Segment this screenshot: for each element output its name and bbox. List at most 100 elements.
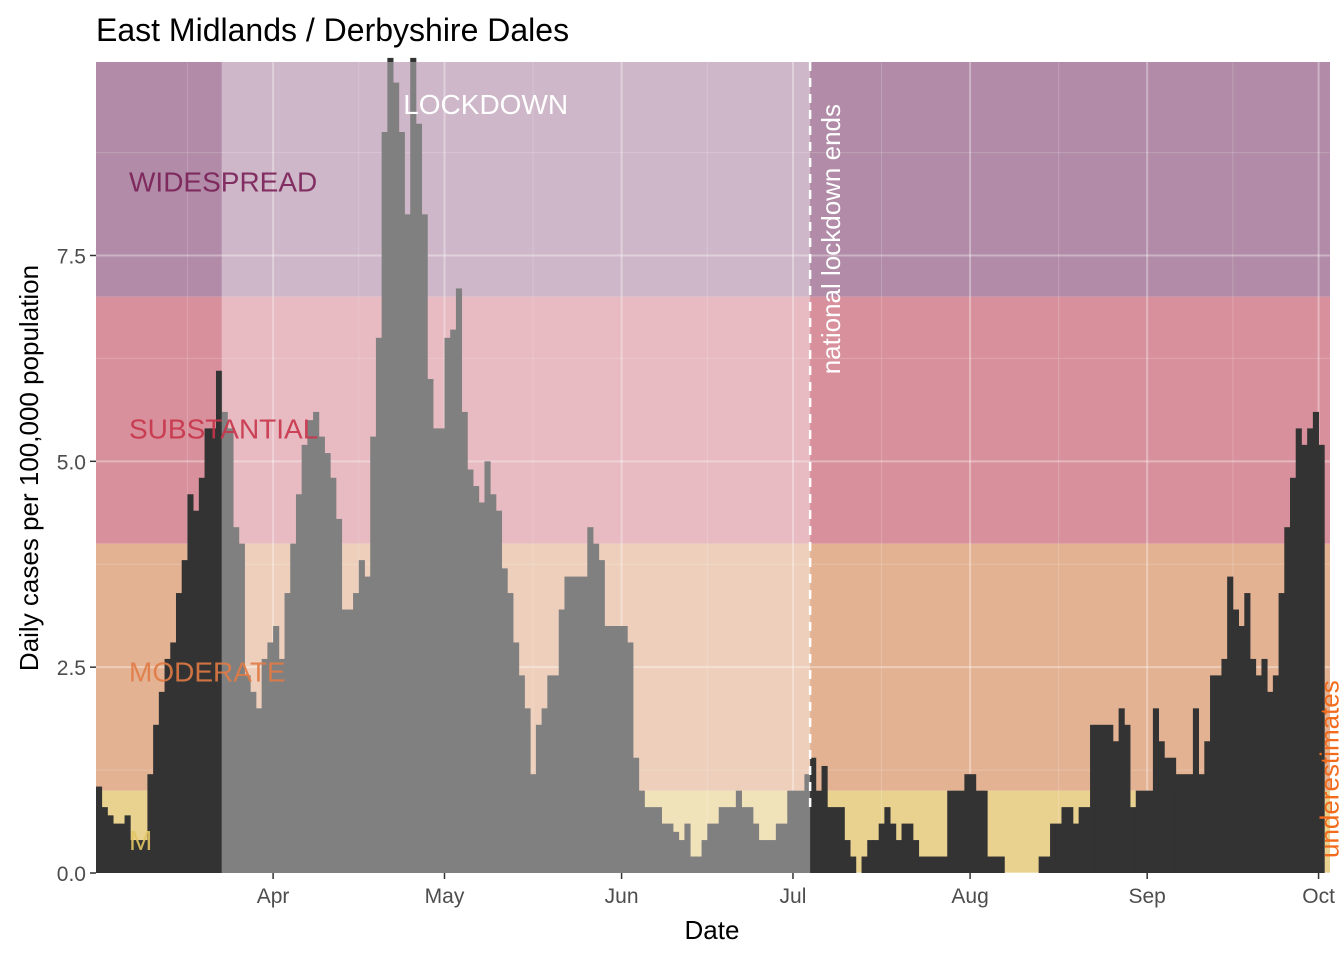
x-tick-label: May	[425, 885, 465, 908]
bar	[375, 337, 383, 873]
bar	[650, 807, 657, 873]
annotations: national lockdown ends underestimates	[808, 62, 1344, 858]
bar	[1038, 856, 1045, 873]
bar	[764, 840, 771, 873]
bar	[735, 790, 742, 873]
bar	[884, 807, 891, 873]
bar	[741, 807, 748, 873]
bar	[810, 757, 817, 873]
bar	[381, 131, 388, 874]
bar	[284, 593, 291, 873]
bar	[747, 807, 754, 873]
x-tick-label: Jul	[780, 885, 807, 908]
bar	[335, 518, 343, 873]
bar	[981, 790, 988, 873]
bar	[541, 708, 548, 873]
bar	[1255, 675, 1262, 873]
bar	[593, 543, 600, 873]
bar	[547, 675, 554, 873]
bar	[221, 411, 228, 873]
chart-title: East Midlands / Derbyshire Dales	[96, 12, 569, 48]
bar	[684, 823, 691, 873]
bar	[678, 840, 685, 873]
bar	[832, 807, 840, 873]
bar	[198, 477, 205, 873]
bar	[478, 502, 485, 873]
bar	[941, 856, 948, 873]
bar	[278, 658, 285, 873]
bar	[1318, 444, 1325, 873]
bar	[1152, 708, 1160, 873]
bar	[878, 823, 885, 873]
bar	[1095, 724, 1102, 873]
bar	[255, 708, 263, 873]
bar	[850, 856, 857, 873]
bar	[1164, 757, 1171, 873]
bar	[193, 510, 200, 873]
bar	[421, 214, 428, 873]
bar	[467, 469, 474, 873]
bar	[1284, 527, 1291, 873]
bar	[410, 57, 417, 874]
bar	[964, 774, 971, 873]
bar	[992, 856, 1000, 873]
bar	[673, 831, 680, 873]
bar	[450, 329, 457, 873]
bar	[393, 82, 400, 874]
bar	[1244, 593, 1251, 873]
bar	[158, 691, 165, 873]
bar	[947, 790, 954, 873]
bar	[313, 411, 320, 873]
x-tick-label: Oct	[1302, 885, 1335, 908]
bar	[770, 840, 777, 873]
bar	[461, 411, 468, 873]
x-tick-label: Sep	[1128, 885, 1165, 908]
bar	[1301, 444, 1308, 873]
bar	[307, 420, 314, 873]
underestimates-label: underestimates	[1315, 680, 1344, 858]
bar	[227, 428, 234, 873]
bar	[1192, 708, 1200, 873]
bar	[341, 609, 348, 873]
bar	[587, 527, 594, 873]
y-axis-title: Daily cases per 100,000 population	[14, 265, 44, 671]
bar	[1124, 724, 1131, 873]
bar	[147, 774, 154, 873]
bar	[615, 625, 622, 873]
bar	[495, 510, 503, 873]
bar	[353, 593, 360, 873]
bar	[690, 856, 697, 873]
bar	[175, 593, 183, 873]
bar	[1107, 724, 1114, 873]
bar	[844, 840, 851, 873]
bar	[627, 642, 634, 873]
bar	[581, 576, 588, 873]
bar	[564, 576, 571, 873]
bar	[907, 823, 914, 873]
bar	[1198, 774, 1205, 873]
bar	[758, 840, 765, 873]
bar	[787, 790, 794, 873]
bar	[775, 823, 782, 873]
bar	[1187, 774, 1194, 873]
bar	[124, 815, 131, 873]
bar	[924, 856, 931, 873]
bar	[444, 337, 451, 873]
bar	[958, 790, 965, 873]
x-tick-label: Apr	[257, 885, 290, 908]
bar	[1175, 774, 1182, 873]
bar	[130, 840, 137, 873]
bar	[975, 790, 982, 873]
bar	[238, 543, 245, 873]
bar	[484, 461, 491, 873]
bar	[535, 724, 543, 873]
bar	[798, 790, 805, 873]
bar	[273, 625, 280, 873]
y-tick-label: 5.0	[57, 451, 86, 474]
bar	[1158, 741, 1165, 873]
lockdown-region	[221, 62, 811, 873]
y-tick-label: 7.5	[57, 245, 86, 268]
bar	[113, 823, 120, 873]
